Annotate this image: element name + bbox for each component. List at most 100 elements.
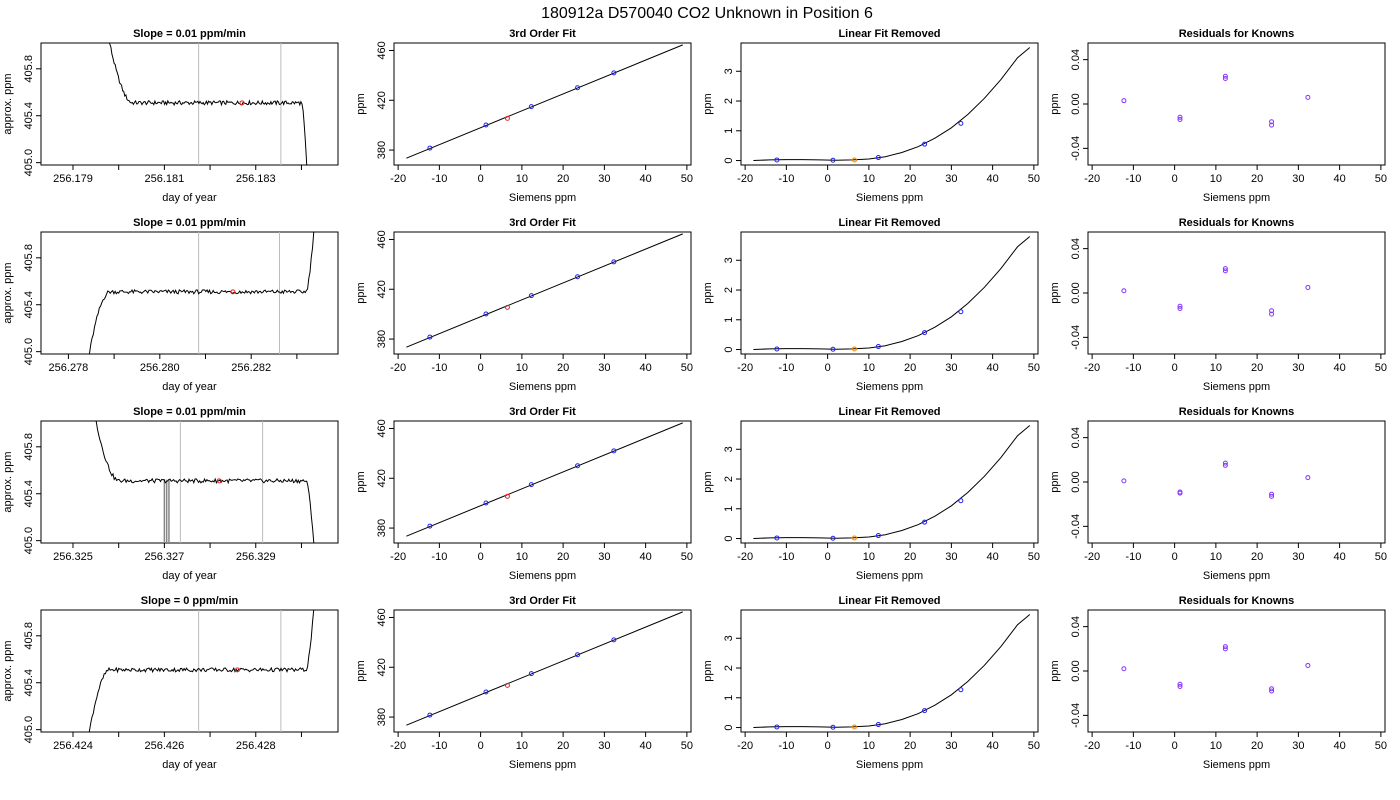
known-standard-point — [528, 104, 534, 110]
panel-title: Slope = 0.01 ppm/min — [133, 28, 246, 40]
y-tick-label: 405.8 — [23, 55, 35, 83]
y-tick-label: 420 — [376, 280, 388, 298]
residual-point — [1222, 268, 1228, 274]
panel-title: Linear Fit Removed — [838, 406, 940, 418]
x-tick-label: -10 — [431, 173, 447, 185]
residual-point — [1177, 490, 1183, 496]
known-standard-point — [922, 141, 928, 147]
x-tick-label: 50 — [1375, 362, 1387, 374]
plot-area — [753, 47, 1031, 163]
x-axis-label: Siemens ppm — [509, 192, 576, 204]
x-axis-label: Siemens ppm — [1203, 570, 1270, 582]
unknown-point — [851, 535, 857, 541]
x-tick-label: -20 — [737, 362, 753, 374]
residual-point — [1305, 475, 1311, 481]
known-standard-point — [483, 311, 489, 317]
plot-frame — [40, 609, 339, 733]
x-tick-label: 40 — [987, 740, 999, 752]
panel-fit-row2: 3rd Order Fit Siemens ppm ppm -20 -10 0 10 20 30… — [355, 217, 693, 393]
x-tick-label: 50 — [1028, 740, 1040, 752]
y-tick-label: 380 — [376, 708, 388, 726]
x-tick-label: 30 — [945, 551, 957, 563]
y-tick-label: 1 — [723, 128, 735, 134]
x-tick-label: 40 — [987, 362, 999, 374]
y-tick-label: 1 — [723, 695, 735, 701]
x-tick-label: 10 — [516, 740, 528, 752]
y-tick-label: 0.04 — [1070, 616, 1082, 637]
x-tick-label: 40 — [1334, 173, 1346, 185]
known-standard-point — [611, 259, 617, 265]
concentration-trace — [88, 610, 315, 732]
panel-time-row3: Slope = 0.01 ppm/min day of year approx. p… — [2, 406, 339, 582]
fit-line — [406, 611, 683, 726]
y-tick-label: 405.0 — [23, 338, 35, 366]
known-standard-point — [875, 155, 881, 161]
residual-point — [1177, 303, 1183, 309]
panel-title: Residuals for Knowns — [1179, 28, 1295, 40]
x-tick-label: 20 — [1251, 362, 1263, 374]
y-tick-label: 405.4 — [23, 480, 35, 508]
y-axis-label: ppm — [1049, 282, 1061, 303]
y-tick-label: -0.04 — [1070, 703, 1082, 728]
plot-area — [1121, 644, 1311, 694]
residual-point — [1222, 644, 1228, 650]
known-standard-point — [611, 70, 617, 76]
plot-area — [753, 614, 1031, 730]
y-tick-label: 380 — [376, 519, 388, 537]
plot-frame — [393, 231, 692, 355]
residual-point — [1269, 311, 1275, 317]
y-tick-label: 0.04 — [1070, 49, 1082, 70]
plot-area — [753, 425, 1031, 541]
x-tick-label: 30 — [1292, 362, 1304, 374]
y-tick-label: 0 — [723, 535, 735, 541]
y-tick-label: 405.0 — [23, 716, 35, 744]
x-tick-label: 30 — [1292, 173, 1304, 185]
residual-curve — [753, 236, 1031, 350]
x-tick-label: 256.428 — [236, 740, 276, 752]
plot-frame — [740, 42, 1039, 166]
panel-title: Linear Fit Removed — [838, 217, 940, 229]
panel-title: 3rd Order Fit — [509, 28, 576, 40]
x-tick-label: 256.426 — [144, 740, 184, 752]
x-axis-label: day of year — [162, 192, 217, 204]
x-tick-label: 20 — [904, 551, 916, 563]
y-tick-label: 460 — [376, 608, 388, 626]
y-tick-label: 0.00 — [1070, 282, 1082, 303]
residual-point — [1121, 98, 1127, 104]
x-tick-label: -20 — [390, 740, 406, 752]
known-standard-point — [774, 535, 780, 541]
x-tick-label: -20 — [737, 551, 753, 563]
unknown-mean-point — [234, 667, 240, 673]
x-tick-label: 20 — [1251, 551, 1263, 563]
x-tick-label: 30 — [945, 173, 957, 185]
known-standard-point — [427, 334, 433, 340]
panel-title: Linear Fit Removed — [838, 28, 940, 40]
plot-area — [95, 421, 315, 543]
residual-point — [1177, 681, 1183, 687]
fit-line — [406, 422, 683, 537]
x-tick-label: 20 — [904, 362, 916, 374]
y-tick-label: -0.04 — [1070, 325, 1082, 350]
x-axis-label: Siemens ppm — [509, 570, 576, 582]
residual-point — [1305, 662, 1311, 668]
y-tick-label: 405.8 — [23, 244, 35, 272]
residual-point — [1121, 288, 1127, 294]
known-standard-point — [958, 687, 964, 693]
plot-frame — [1087, 42, 1386, 166]
unknown-point — [851, 346, 857, 352]
x-tick-label: 30 — [598, 362, 610, 374]
x-tick-label: 0 — [1172, 362, 1178, 374]
known-standard-point — [575, 652, 581, 658]
plot-frame — [740, 420, 1039, 544]
residual-point — [1269, 119, 1275, 125]
panel-title: Slope = 0 ppm/min — [141, 595, 239, 607]
y-tick-label: 0.04 — [1070, 427, 1082, 448]
residual-point — [1269, 493, 1275, 499]
plot-frame — [40, 231, 339, 355]
x-tick-label: 20 — [557, 173, 569, 185]
x-tick-label: 40 — [987, 173, 999, 185]
x-tick-label: 256.329 — [236, 551, 276, 563]
x-tick-label: 30 — [945, 362, 957, 374]
x-tick-label: -20 — [1084, 173, 1100, 185]
